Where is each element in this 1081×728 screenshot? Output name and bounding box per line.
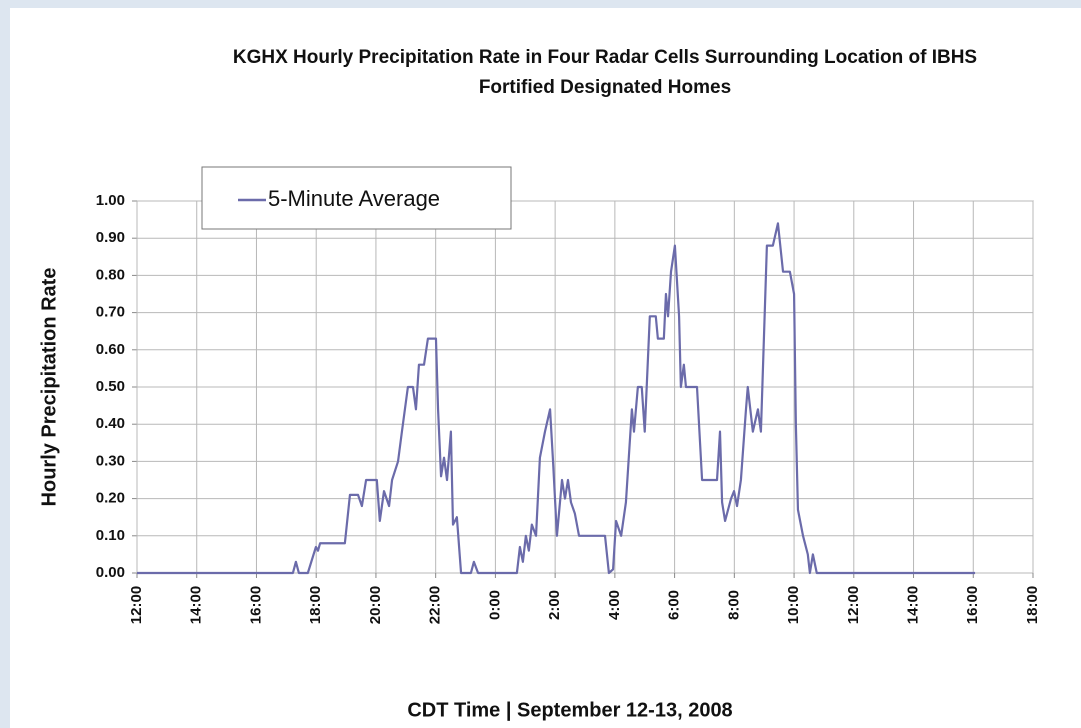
legend-box <box>201 166 512 230</box>
chart-title: Fortified Designated Homes <box>479 77 731 98</box>
chart-title: KGHX Hourly Precipitation Rate in Four R… <box>233 47 977 68</box>
x-tick-label: 16:00 <box>964 586 981 624</box>
x-tick-label: 20:00 <box>367 586 384 624</box>
y-axis-label: Hourly Precipitation Rate <box>38 268 60 507</box>
x-tick-label: 18:00 <box>307 586 324 624</box>
x-tick-label: 12:00 <box>845 586 862 624</box>
x-tick-label: 0:00 <box>486 590 503 620</box>
y-tick-label: 0.70 <box>96 304 125 321</box>
y-tick-label: 0.00 <box>96 564 125 581</box>
y-tick-label: 0.80 <box>96 266 125 283</box>
x-tick-label: 2:00 <box>546 590 563 620</box>
x-tick-label: 22:00 <box>427 586 444 624</box>
y-tick-label: 0.30 <box>96 452 125 469</box>
x-tick-label: 6:00 <box>666 590 683 620</box>
x-tick-label: 8:00 <box>725 590 742 620</box>
y-tick-label: 0.10 <box>96 527 125 544</box>
x-tick-label: 14:00 <box>188 586 205 624</box>
y-tick-label: 1.00 <box>96 192 125 209</box>
x-tick-label: 18:00 <box>1024 586 1041 624</box>
y-tick-label: 0.40 <box>96 415 125 432</box>
x-tick-label: 16:00 <box>247 586 264 624</box>
y-tick-label: 0.20 <box>96 490 125 507</box>
legend-label: 5-Minute Average <box>268 186 440 211</box>
x-axis-label: CDT Time | September 12-13, 2008 <box>407 699 732 721</box>
data-line <box>137 222 976 575</box>
x-tick-label: 4:00 <box>606 590 623 620</box>
y-tick-label: 0.60 <box>96 341 125 358</box>
y-tick-label: 0.50 <box>96 378 125 395</box>
x-tick-label: 12:00 <box>128 586 145 624</box>
y-tick-label: 0.90 <box>96 229 125 246</box>
x-tick-label: 14:00 <box>905 586 922 624</box>
x-tick-label: 10:00 <box>785 586 802 624</box>
